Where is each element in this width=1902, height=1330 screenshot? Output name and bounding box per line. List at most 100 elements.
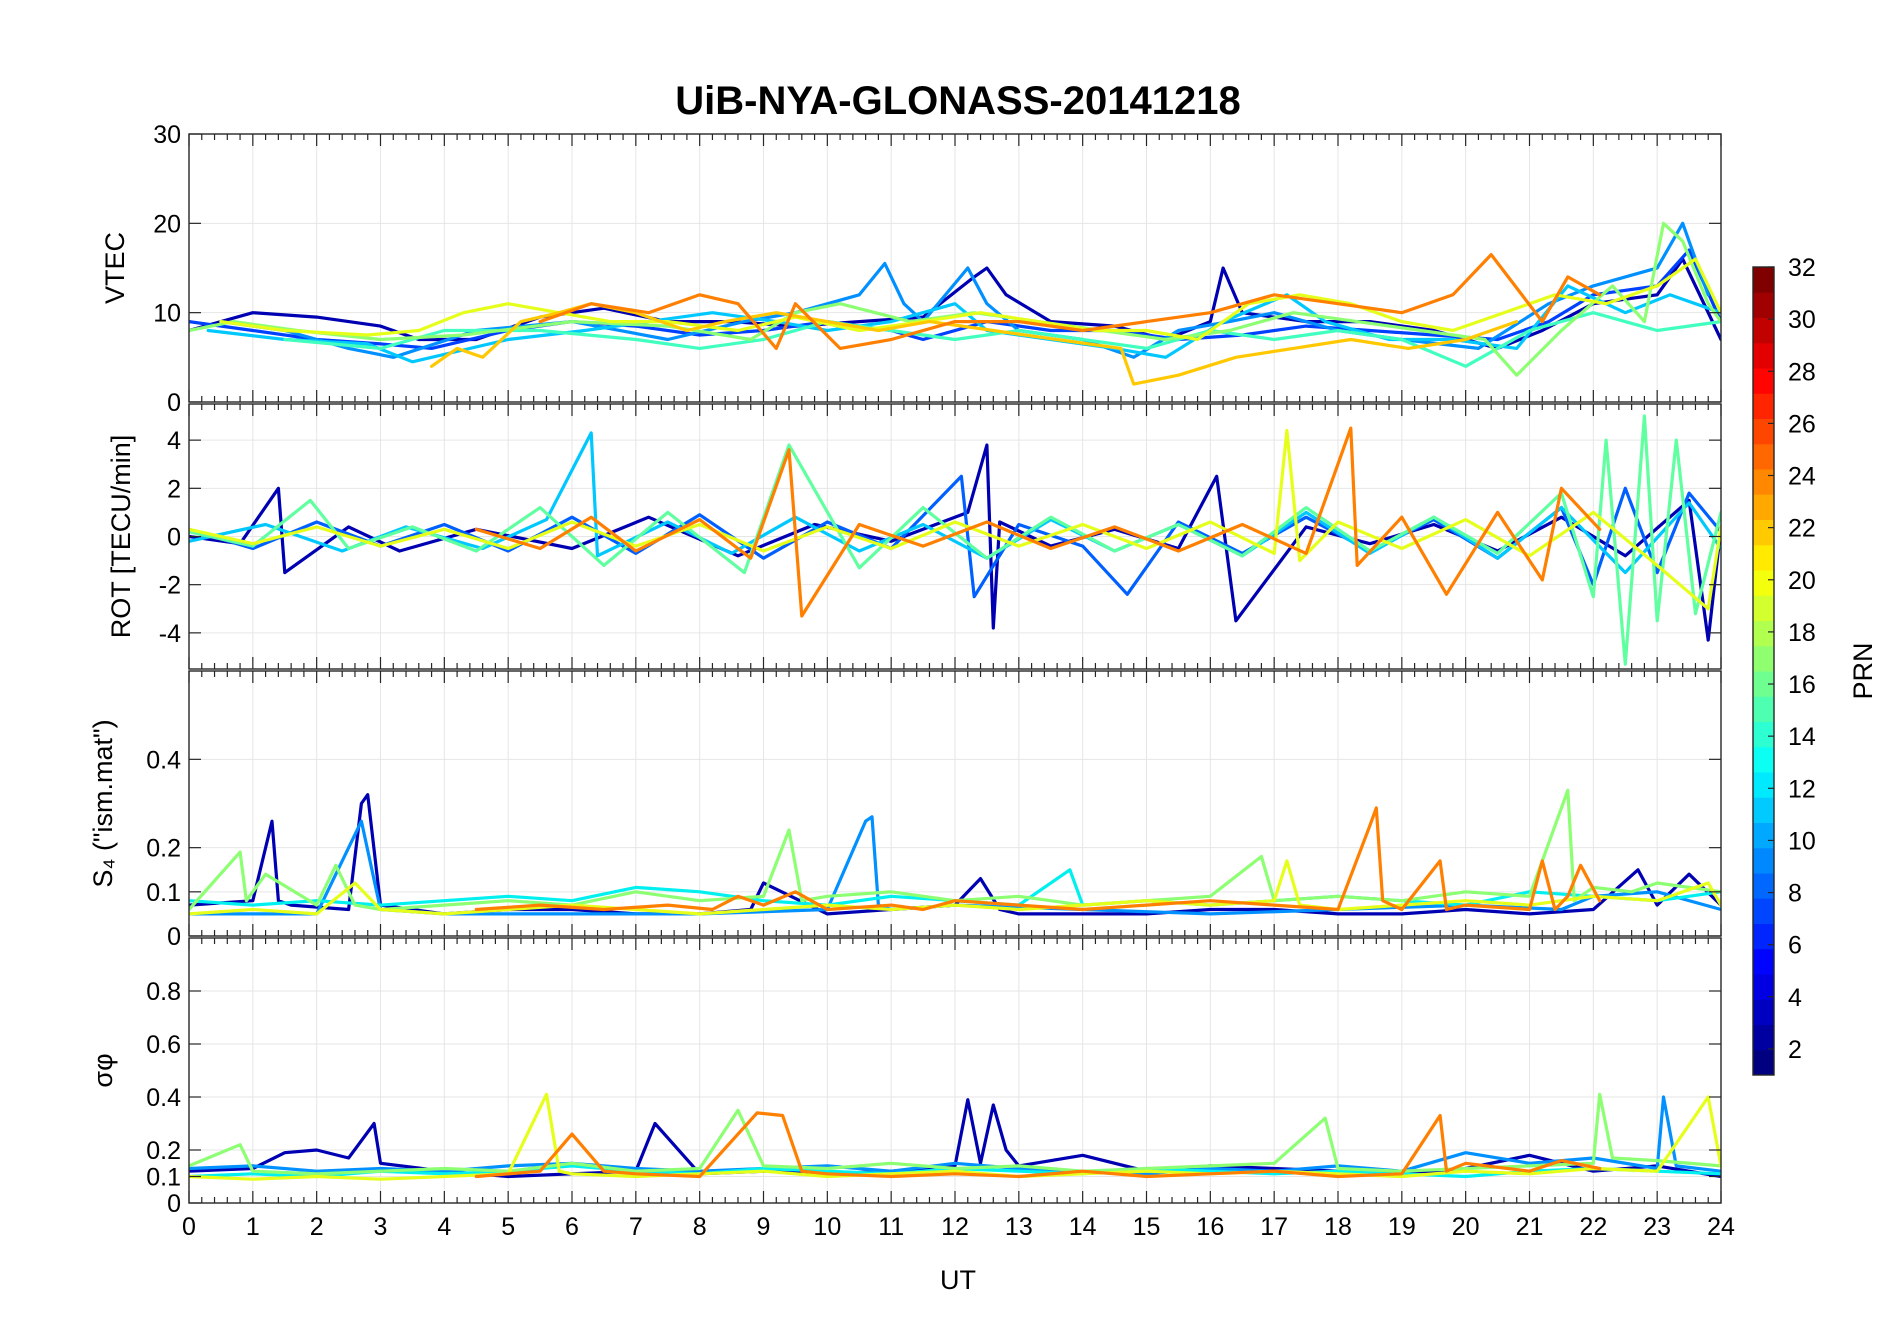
colorbar-tick-label: 2 <box>1788 1036 1802 1064</box>
series-group <box>189 1092 1721 1181</box>
x-tick-label: 14 <box>1069 1213 1097 1241</box>
colorbar-tick-label: 20 <box>1788 567 1816 595</box>
colorbar-segment <box>1753 948 1774 975</box>
series-line-prn-22 <box>430 302 1519 386</box>
y-axis-label: σφ <box>88 1053 118 1087</box>
colorbar-segment <box>1753 443 1774 470</box>
colorbar-segment <box>1753 418 1774 445</box>
x-tick-label: 2 <box>310 1213 324 1241</box>
y-tick-label: 0.1 <box>146 1164 181 1192</box>
series-line-prn-20 <box>219 257 1721 342</box>
colorbar-tick-label: 26 <box>1788 410 1816 438</box>
x-axis: 0 1 2 3 4 5 6 7 8 9 10 11 12 13 14 15 16 17 18 19 20 21 22 23 24 <box>182 1213 1735 1241</box>
colorbar-segment <box>1753 544 1774 571</box>
series-line-prn-16 <box>189 414 1721 666</box>
colorbar-segment <box>1753 368 1774 394</box>
colorbar-segment <box>1753 317 1774 344</box>
y-tick-label: 0 <box>167 923 181 951</box>
colorbar-segment <box>1753 469 1774 495</box>
y-tick-label: 30 <box>153 121 181 149</box>
y-tick-label: 0.4 <box>146 746 181 774</box>
x-tick-label: 24 <box>1707 1213 1735 1241</box>
y-tick-label: -2 <box>159 572 181 600</box>
colorbar-tick-label: 16 <box>1788 671 1816 699</box>
x-tick-label: 9 <box>757 1213 771 1241</box>
colorbar-segment <box>1753 1024 1774 1051</box>
x-tick-label: 22 <box>1579 1213 1607 1241</box>
x-tick-label: 0 <box>182 1213 196 1241</box>
y-tick-label: 0.2 <box>146 1137 181 1165</box>
series-line-prn-24 <box>474 1111 1602 1179</box>
x-tick-label: 21 <box>1516 1213 1544 1241</box>
x-tick-label: 18 <box>1324 1213 1352 1241</box>
x-tick-label: 5 <box>501 1213 515 1241</box>
x-tick-label: 19 <box>1388 1213 1416 1241</box>
x-tick-label: 11 <box>878 1213 904 1241</box>
colorbar-tick-label: 4 <box>1788 984 1802 1012</box>
y-tick-label: 0.8 <box>146 978 181 1006</box>
colorbar-segment <box>1753 292 1774 318</box>
x-tick-label: 3 <box>374 1213 388 1241</box>
colorbar-tick-label: 12 <box>1788 775 1816 803</box>
x-axis-label: UT <box>940 1265 976 1295</box>
x-tick-label: 15 <box>1133 1213 1161 1241</box>
y-axis-label: VTEC <box>100 232 130 304</box>
series-line-prn-24 <box>538 253 1602 350</box>
colorbar-tick-label: 10 <box>1788 827 1816 855</box>
series-line-prn-24 <box>474 426 1602 618</box>
y-tick-label: 0 <box>167 389 181 417</box>
y-tick-label: 0.2 <box>146 835 181 863</box>
colorbar-segment <box>1753 999 1774 1025</box>
chart-title: UiB-NYA-GLONASS-20141218 <box>675 79 1240 123</box>
x-tick-label: 7 <box>629 1213 643 1241</box>
x-tick-label: 13 <box>1005 1213 1033 1241</box>
y-tick-label: 2 <box>167 475 181 503</box>
y-tick-label: 0.4 <box>146 1084 181 1112</box>
colorbar-segment <box>1753 847 1774 874</box>
colorbar-tick-label: 8 <box>1788 880 1802 908</box>
y-axis-label: ROT [TECU/min] <box>106 435 136 639</box>
colorbar-tick-label: 18 <box>1788 619 1816 647</box>
colorbar-segment <box>1753 620 1774 647</box>
colorbar-tick-label: 28 <box>1788 358 1816 386</box>
colorbar-label: PRN <box>1848 642 1878 699</box>
colorbar-segment <box>1753 923 1774 950</box>
x-tick-label: 8 <box>693 1213 707 1241</box>
colorbar-tick-label: 30 <box>1788 306 1816 334</box>
y-tick-label: 0 <box>167 524 181 552</box>
x-tick-label: 12 <box>941 1213 969 1241</box>
colorbar-tick-label: 24 <box>1788 463 1816 491</box>
colorbar-segment <box>1753 267 1774 293</box>
colorbar-segment <box>1753 671 1774 697</box>
panel-4: 00.10.2 0.4 0.6 0.8 σφ <box>88 937 1722 1218</box>
colorbar-segment <box>1753 645 1774 672</box>
colorbar-segment <box>1753 696 1774 722</box>
panel-2: -4 -2 0 2 4 ROT [TECU/min] <box>106 403 1722 670</box>
series-group <box>189 414 1721 666</box>
y-tick-label: 0.1 <box>146 879 181 907</box>
series-group <box>189 221 1721 386</box>
colorbar-segment <box>1753 746 1774 773</box>
colorbar-tick-label: 14 <box>1788 723 1816 751</box>
colorbar-segment <box>1753 1049 1774 1076</box>
colorbar-segment <box>1753 570 1774 596</box>
colorbar-segment <box>1753 772 1774 798</box>
series-line-prn-15 <box>283 311 1721 368</box>
panel-3: 0 0.1 0.2 0.4 S₄ ("ism.mat") <box>88 670 1722 951</box>
x-tick-label: 23 <box>1643 1213 1671 1241</box>
y-tick-label: 0 <box>167 1190 181 1218</box>
x-tick-label: 20 <box>1452 1213 1480 1241</box>
colorbar-segment <box>1753 822 1774 849</box>
colorbar-segment <box>1753 898 1774 924</box>
colorbar-segment <box>1753 797 1774 823</box>
colorbar-segment <box>1753 393 1774 419</box>
series-line-prn-20 <box>189 428 1721 611</box>
y-tick-label: 4 <box>167 427 181 455</box>
colorbar-tick-label: 6 <box>1788 932 1802 960</box>
colorbar-frame <box>1752 266 1775 1076</box>
panel-1: 0 10 20 30 VTEC <box>100 121 1722 417</box>
series-line-prn-20 <box>189 859 1721 916</box>
